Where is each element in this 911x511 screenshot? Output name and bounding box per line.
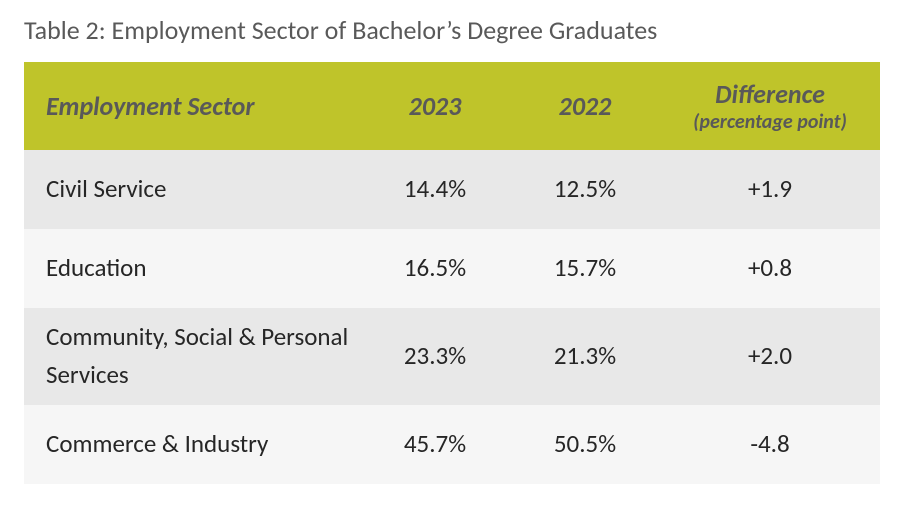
table-header-row: Employment Sector 2023 2022 Difference (… [24, 62, 880, 150]
cell-2022: 50.5% [510, 405, 660, 484]
cell-2023: 45.7% [360, 405, 510, 484]
cell-2023: 16.5% [360, 229, 510, 308]
cell-sector: Community, Social & Personal Services [24, 308, 360, 406]
col-header-difference-sublabel: (percentage point) [670, 110, 870, 134]
cell-diff: -4.8 [660, 405, 880, 484]
cell-diff: +1.9 [660, 150, 880, 229]
cell-2023: 14.4% [360, 150, 510, 229]
col-header-difference: Difference (percentage point) [660, 62, 880, 150]
cell-2022: 12.5% [510, 150, 660, 229]
cell-diff: +2.0 [660, 308, 880, 406]
table-container: Table 2: Employment Sector of Bachelor’s… [0, 0, 911, 504]
table-caption: Table 2: Employment Sector of Bachelor’s… [24, 14, 887, 46]
cell-2023: 23.3% [360, 308, 510, 406]
table-row: Education 16.5% 15.7% +0.8 [24, 229, 880, 308]
employment-sector-table: Employment Sector 2023 2022 Difference (… [24, 62, 880, 484]
cell-diff: +0.8 [660, 229, 880, 308]
cell-2022: 21.3% [510, 308, 660, 406]
col-header-2022: 2022 [510, 62, 660, 150]
cell-2022: 15.7% [510, 229, 660, 308]
cell-sector: Commerce & Industry [24, 405, 360, 484]
table-row: Commerce & Industry 45.7% 50.5% -4.8 [24, 405, 880, 484]
cell-sector: Civil Service [24, 150, 360, 229]
table-row: Civil Service 14.4% 12.5% +1.9 [24, 150, 880, 229]
col-header-difference-label: Difference [715, 78, 825, 110]
table-row: Community, Social & Personal Services 23… [24, 308, 880, 406]
col-header-sector: Employment Sector [24, 62, 360, 150]
col-header-2023: 2023 [360, 62, 510, 150]
cell-sector: Education [24, 229, 360, 308]
